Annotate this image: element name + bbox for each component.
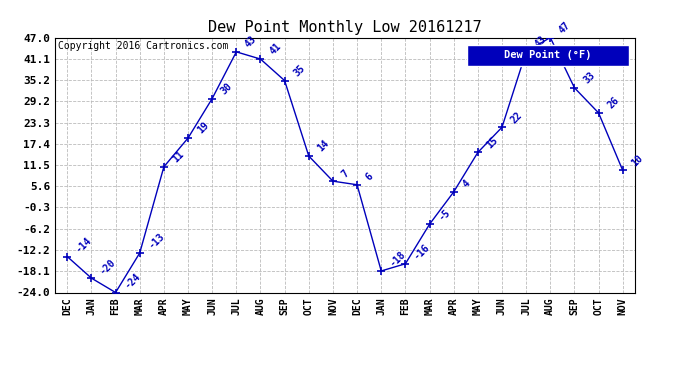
Text: 43: 43 [533, 34, 549, 50]
Text: Copyright 2016 Cartronics.com: Copyright 2016 Cartronics.com [58, 41, 228, 51]
Text: 11: 11 [171, 149, 186, 165]
Text: -16: -16 [413, 242, 432, 262]
Title: Dew Point Monthly Low 20161217: Dew Point Monthly Low 20161217 [208, 20, 482, 35]
Text: -5: -5 [437, 207, 452, 222]
Text: 33: 33 [582, 70, 597, 86]
Text: 19: 19 [195, 120, 210, 136]
Text: 6: 6 [364, 171, 375, 183]
Text: 15: 15 [485, 135, 500, 150]
Text: -18: -18 [388, 249, 408, 269]
Text: 47: 47 [558, 20, 573, 35]
Text: 22: 22 [509, 110, 524, 125]
Text: 7: 7 [340, 168, 351, 179]
Text: 10: 10 [630, 153, 645, 168]
Text: 35: 35 [292, 63, 307, 78]
Text: 4: 4 [461, 178, 472, 190]
Text: Dew Point (°F): Dew Point (°F) [504, 50, 591, 60]
Text: -24: -24 [123, 271, 142, 290]
Text: 41: 41 [268, 42, 283, 57]
Text: 14: 14 [316, 138, 331, 154]
Text: -20: -20 [99, 256, 118, 276]
Text: -14: -14 [75, 235, 94, 254]
Text: 43: 43 [244, 34, 259, 50]
Text: 26: 26 [606, 95, 621, 111]
Text: 30: 30 [219, 81, 235, 96]
Text: -13: -13 [147, 231, 166, 251]
FancyBboxPatch shape [466, 45, 629, 66]
